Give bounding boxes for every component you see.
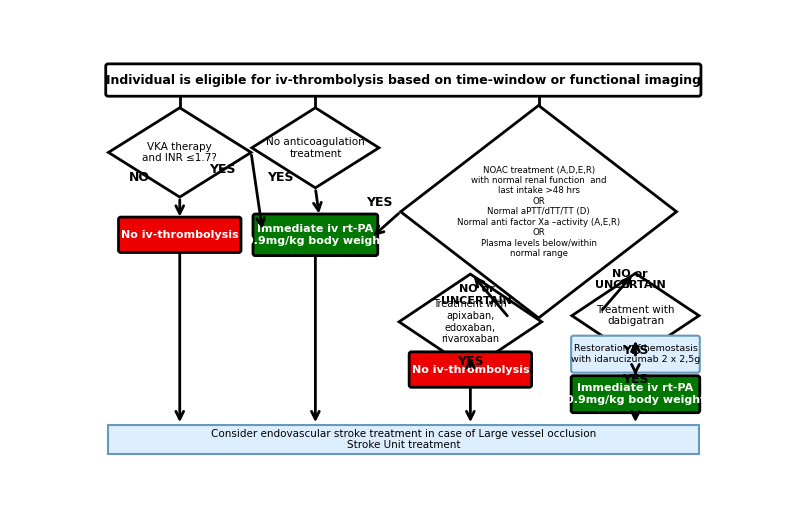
Text: YES: YES <box>623 344 648 357</box>
FancyBboxPatch shape <box>105 64 701 96</box>
Text: No iv-thrombolysis: No iv-thrombolysis <box>412 365 529 374</box>
Text: NOAC treatment (A,D,E,R)
with normal renal function  and
last intake >48 hrs
OR
: NOAC treatment (A,D,E,R) with normal ren… <box>457 166 620 258</box>
Text: NO or
UNCERTAIN: NO or UNCERTAIN <box>595 269 665 290</box>
Text: YES: YES <box>367 196 393 209</box>
Polygon shape <box>252 108 379 188</box>
Text: Individual is eligible for iv-thrombolysis based on time-window or functional im: Individual is eligible for iv-thrombolys… <box>105 73 701 87</box>
Text: YES: YES <box>209 163 235 176</box>
FancyBboxPatch shape <box>409 352 531 387</box>
FancyBboxPatch shape <box>571 376 700 412</box>
Text: Consider endovascular stroke treatment in case of Large vessel occlusion
Stroke : Consider endovascular stroke treatment i… <box>211 429 596 450</box>
FancyBboxPatch shape <box>108 425 699 454</box>
Text: YES: YES <box>268 170 294 184</box>
Text: Treatment with
dabigatran: Treatment with dabigatran <box>597 305 674 326</box>
Text: Restoration of hemostasis
with idarucizumab 2 x 2,5g: Restoration of hemostasis with idarucizu… <box>571 344 700 364</box>
Polygon shape <box>401 106 677 318</box>
Text: VKA therapy
and INR ≤1.7?: VKA therapy and INR ≤1.7? <box>142 142 217 163</box>
Text: NO: NO <box>129 170 150 184</box>
FancyBboxPatch shape <box>253 214 378 255</box>
Text: No anticoagulation
treatment: No anticoagulation treatment <box>266 137 364 159</box>
Text: YES: YES <box>623 373 648 386</box>
Text: Treatment with
apixaban,
edoxaban,
rivaroxaban: Treatment with apixaban, edoxaban, rivar… <box>434 300 508 344</box>
Text: Immediate iv rt-PA
0.9mg/kg body weight: Immediate iv rt-PA 0.9mg/kg body weight <box>566 383 705 405</box>
Text: YES: YES <box>457 356 484 368</box>
Polygon shape <box>572 273 699 358</box>
Text: Immediate iv rt-PA
0.9mg/kg body weight: Immediate iv rt-PA 0.9mg/kg body weight <box>246 224 385 246</box>
FancyBboxPatch shape <box>571 336 700 372</box>
FancyBboxPatch shape <box>119 217 241 252</box>
Polygon shape <box>399 274 541 369</box>
Text: No iv-thrombolysis: No iv-thrombolysis <box>121 230 238 240</box>
Polygon shape <box>109 108 251 197</box>
Text: NO or
UNCERTAIN: NO or UNCERTAIN <box>442 284 512 306</box>
